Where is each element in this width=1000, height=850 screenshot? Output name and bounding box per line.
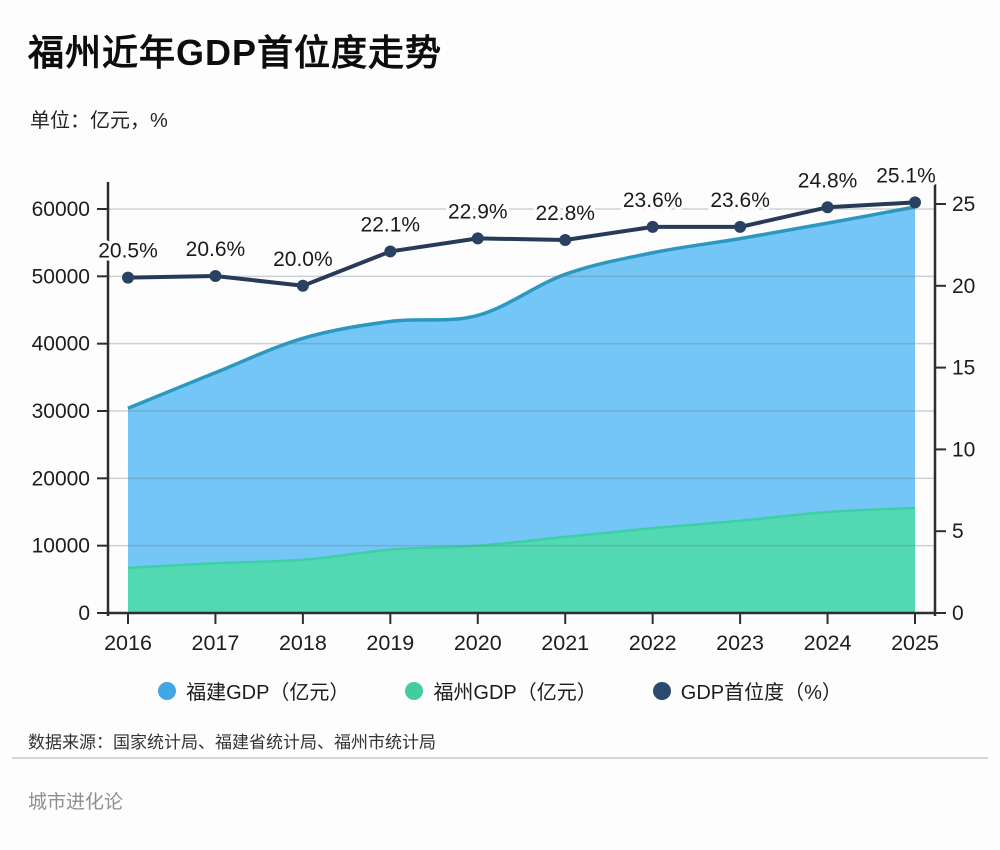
primacy-point [908, 196, 921, 209]
legend-item-fujian-gdp: 福建GDP（亿元） [158, 676, 349, 705]
primacy-point [471, 232, 484, 245]
left-axis-label: 40000 [32, 333, 90, 356]
x-axis-label: 2022 [629, 631, 677, 655]
legend-dot-primacy [652, 681, 671, 700]
area-series-1 [128, 507, 915, 613]
right-axis-label: 10 [952, 438, 975, 461]
primacy-point [821, 201, 834, 214]
x-axis-label: 2018 [279, 631, 327, 655]
x-axis-label: 2017 [192, 631, 240, 655]
left-axis-label: 60000 [32, 198, 90, 221]
legend-label-fujian: 福建GDP（亿元） [186, 682, 350, 704]
brand-watermark: 城市进化论 [28, 792, 124, 813]
primacy-point [384, 245, 397, 258]
x-axis-label: 2021 [541, 631, 589, 655]
primacy-point-label: 22.1% [361, 213, 421, 236]
primacy-point [296, 279, 309, 292]
x-axis-label: 2025 [891, 631, 939, 655]
right-axis-label: 25 [952, 193, 975, 216]
legend-dot-fujian [158, 681, 177, 700]
left-axis-label: 50000 [32, 265, 90, 288]
primacy-point-label: 22.8% [535, 202, 595, 225]
primacy-line [126, 200, 917, 288]
left-axis-label: 10000 [32, 535, 90, 558]
x-axis-label: 2024 [804, 631, 852, 655]
data-source-note: 数据来源：国家统计局、福建省统计局、福州市统计局 [28, 733, 436, 752]
x-axis-label: 2020 [454, 631, 502, 655]
left-axis-label: 0 [78, 602, 90, 625]
primacy-point-label: 20.6% [186, 238, 246, 261]
legend-label-fuzhou: 福州GDP（亿元） [433, 682, 597, 704]
legend-item-primacy: GDP首位度（%） [652, 676, 842, 705]
primacy-point [209, 269, 222, 282]
primacy-point-label: 23.6% [710, 189, 770, 212]
x-axis-label: 2023 [716, 631, 764, 655]
right-axis-label: 15 [952, 357, 975, 380]
footer-divider [12, 757, 988, 759]
left-axis-label: 30000 [32, 400, 90, 423]
legend-label-primacy: GDP首位度（%） [680, 682, 842, 704]
right-axis-label: 5 [952, 520, 964, 543]
area-edge-0 [127, 205, 916, 410]
chart-svg: 0100002000030000400005000060000051015202… [32, 161, 976, 655]
legend-item-fuzhou-gdp: 福州GDP（亿元） [405, 676, 597, 705]
unit-note: 单位：亿元，% [30, 110, 168, 132]
primacy-point-label: 20.0% [273, 248, 333, 271]
left-axis-label: 20000 [32, 467, 90, 490]
primacy-point-label: 24.8% [798, 169, 858, 192]
primacy-point [559, 233, 572, 246]
page-title: 福州近年GDP首位度走势 [28, 32, 443, 73]
x-axis-label: 2016 [104, 631, 152, 655]
primacy-point [646, 220, 659, 233]
primacy-point [122, 271, 134, 284]
primacy-point-label: 22.9% [448, 200, 508, 223]
primacy-point-label: 20.5% [98, 240, 158, 263]
right-axis-label: 20 [952, 275, 975, 298]
area-series-0 [128, 206, 915, 614]
primacy-point-label: 25.1% [876, 164, 936, 187]
legend-dot-fuzhou [405, 681, 424, 700]
area-edge-1 [127, 506, 916, 570]
chart-legend: 福建GDP（亿元） 福州GDP（亿元） GDP首位度（%） [0, 676, 1000, 705]
right-axis-label: 0 [952, 602, 964, 625]
primacy-point-label: 23.6% [623, 189, 683, 212]
chart-canvas: 0 10000 20000 30000 40000 50000 60000 0 5 10 15 20 2… [0, 155, 1000, 680]
primacy-point [734, 220, 747, 233]
x-axis-label: 2019 [366, 631, 414, 655]
